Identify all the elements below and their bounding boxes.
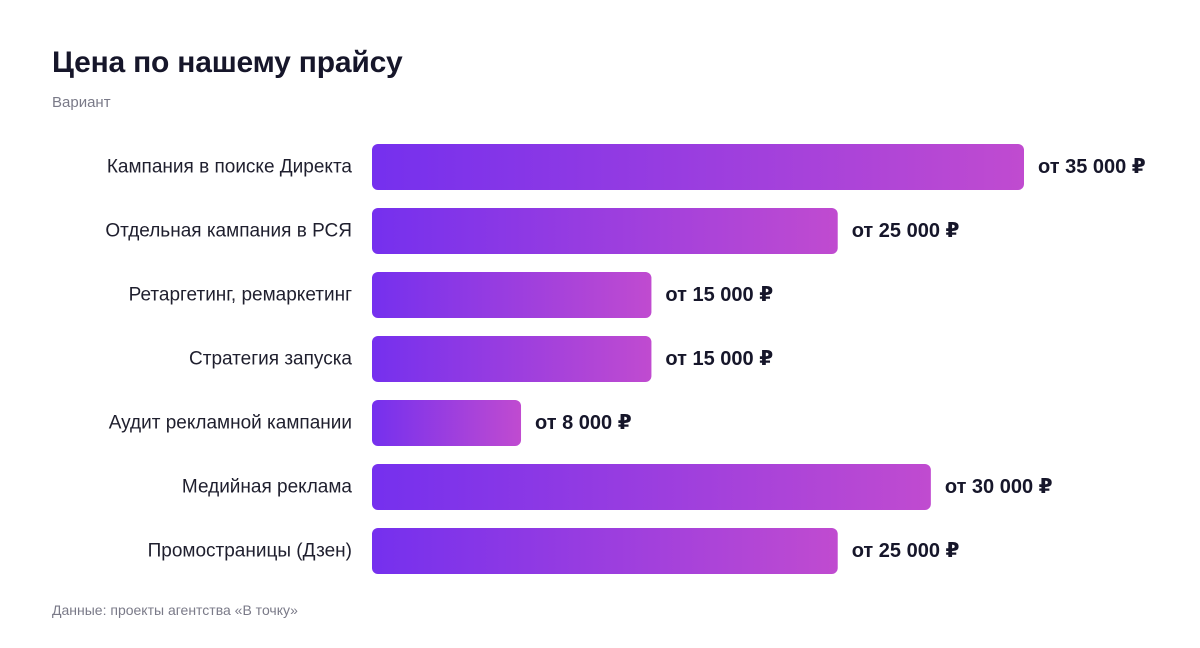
data-source-note: Данные: проекты агентства «В точку» <box>52 602 298 618</box>
category-label: Промостраницы (Дзен) <box>148 541 352 562</box>
category-label: Отдельная кампания в РСЯ <box>105 221 352 242</box>
value-label: от 15 000 ₽ <box>665 284 773 306</box>
bars-group: Кампания в поиске Директа от 35 000 ₽ Отде… <box>105 144 1146 574</box>
category-label: Стратегия запуска <box>189 349 352 370</box>
category-label: Ретаргетинг, ремаркетинг <box>129 285 352 306</box>
bar <box>372 528 838 574</box>
bar-row: Стратегия запуска от 15 000 ₽ <box>189 336 773 382</box>
bar <box>372 464 931 510</box>
value-label: от 15 000 ₽ <box>665 348 773 370</box>
bar-row: Промостраницы (Дзен) от 25 000 ₽ <box>148 528 960 574</box>
bar <box>372 400 522 446</box>
value-label: от 8 000 ₽ <box>535 412 632 434</box>
bar-row: Ретаргетинг, ремаркетинг от 15 000 ₽ <box>129 272 773 318</box>
bar <box>372 336 652 382</box>
value-label: от 30 000 ₽ <box>945 476 1053 498</box>
bar-row: Медийная реклама от 30 000 ₽ <box>182 464 1053 510</box>
category-label: Аудит рекламной кампании <box>109 413 352 434</box>
bar <box>372 144 1024 190</box>
bar <box>372 272 652 318</box>
value-label: от 25 000 ₽ <box>852 540 960 562</box>
category-label: Медийная реклама <box>182 477 353 498</box>
chart-title: Цена по нашему прайсу <box>52 46 403 79</box>
value-label: от 25 000 ₽ <box>852 220 960 242</box>
bar-row: Отдельная кампания в РСЯ от 25 000 ₽ <box>105 208 960 254</box>
bar-row: Аудит рекламной кампании от 8 000 ₽ <box>109 400 632 446</box>
bar-row: Кампания в поиске Директа от 35 000 ₽ <box>107 144 1146 190</box>
category-label: Кампания в поиске Директа <box>107 157 353 178</box>
chart-subtitle: Вариант <box>52 94 111 111</box>
value-label: от 35 000 ₽ <box>1038 156 1146 178</box>
bar <box>372 208 838 254</box>
